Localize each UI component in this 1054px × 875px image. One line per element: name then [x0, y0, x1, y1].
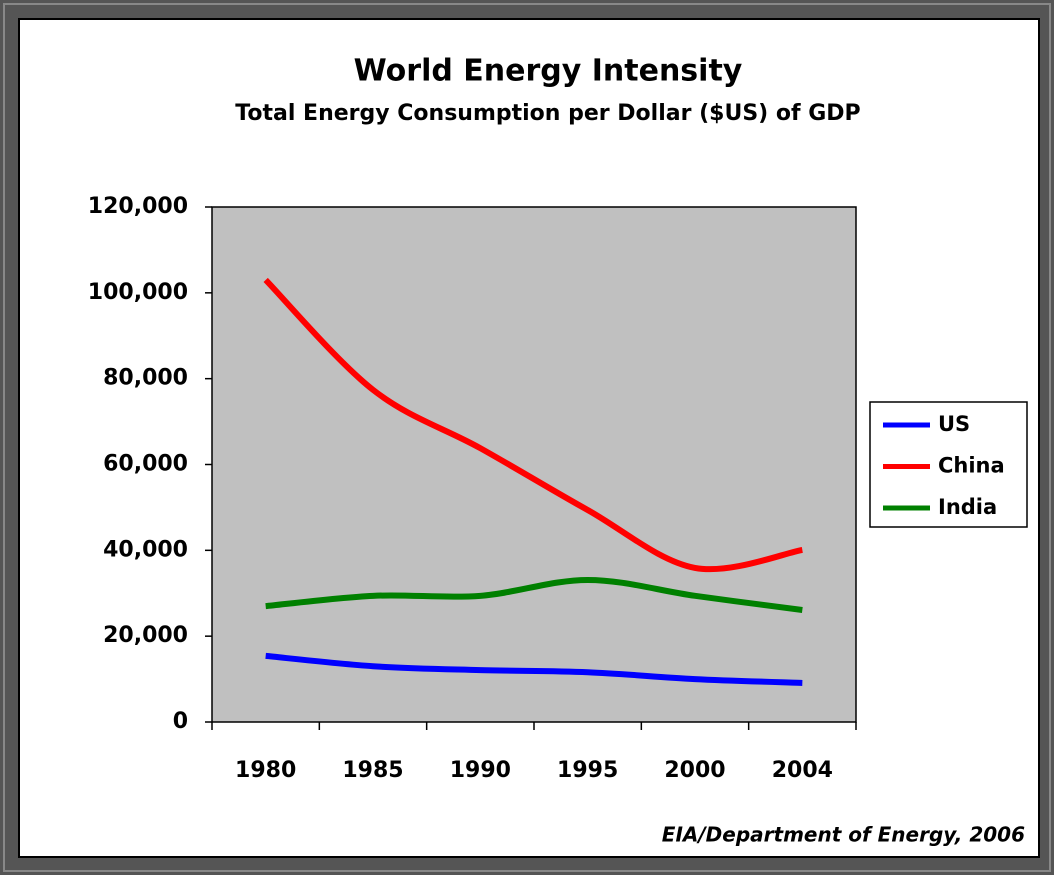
y-tick-label: 120,000 [88, 194, 188, 219]
y-tick-label: 60,000 [103, 452, 188, 477]
plot-area [211, 206, 857, 723]
y-tick-label: 40,000 [103, 537, 188, 562]
legend-label: US [938, 412, 970, 436]
x-tick-label: 2004 [772, 758, 833, 783]
chart-subtitle: Total Energy Consumption per Dollar ($US… [235, 101, 860, 126]
x-tick-label: 2000 [664, 758, 725, 783]
source: EIA/Department of Energy, 2006 [662, 823, 1025, 847]
x-tick-label: 1995 [557, 758, 618, 783]
legend-label: India [938, 495, 997, 519]
x-tick-label: 1980 [235, 758, 296, 783]
y-tick-label: 100,000 [88, 280, 188, 305]
series-line [265, 576, 803, 613]
y-tick-label: 20,000 [103, 623, 188, 648]
y-tick-label: 0 [173, 709, 188, 734]
series-line [263, 277, 803, 573]
frame-line [3, 3, 1051, 872]
x-tick-label: 1985 [342, 758, 403, 783]
legend-label: China [938, 454, 1005, 478]
y-tick-label: 80,000 [103, 366, 188, 391]
chart-title: World Energy Intensity [354, 54, 743, 89]
series-line [265, 652, 803, 686]
x-tick-label: 1990 [450, 758, 511, 783]
